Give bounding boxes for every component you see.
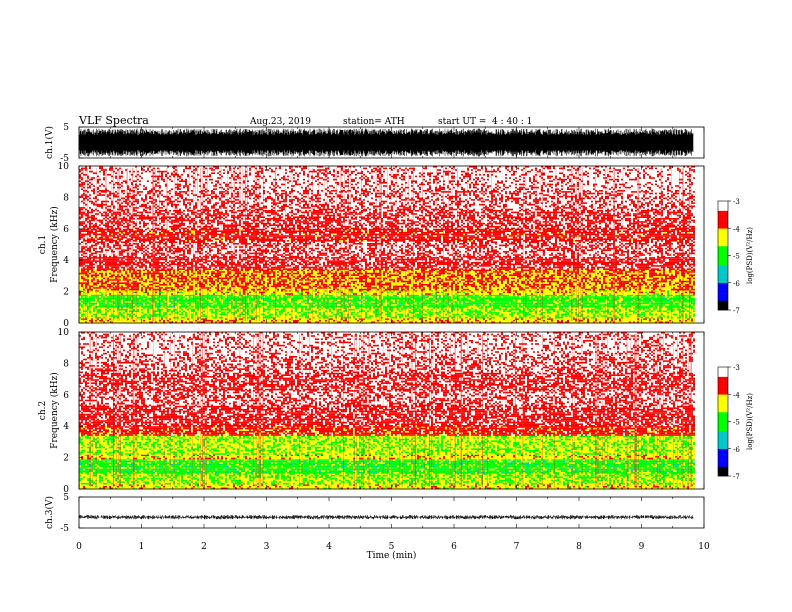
y-tick-label: 6 bbox=[63, 225, 69, 235]
colorbar-tick-label: -6 bbox=[733, 280, 740, 288]
y-tick-label: 8 bbox=[63, 193, 69, 203]
x-tick-label: 3 bbox=[264, 542, 270, 552]
ch3-waveform-panel: 5 -5 ch.3(V) bbox=[44, 493, 704, 534]
ch1-spectrogram-ylabel-frequency: Frequency (kHz) bbox=[49, 206, 60, 283]
colorbar-label: log(PSD)(V²/Hz) bbox=[746, 227, 754, 284]
ch3-waveform-ylabel: ch.3(V) bbox=[44, 496, 55, 529]
figure-title: VLF Spectra bbox=[78, 114, 149, 127]
ch2-spectrogram-ylabel-channel: ch.2 bbox=[38, 401, 48, 420]
ch2-spectrogram-ylabel-frequency: Frequency (kHz) bbox=[49, 372, 60, 449]
colorbar-tick-label: -5 bbox=[733, 253, 740, 261]
panel-frame bbox=[79, 497, 704, 528]
ch1-spectrogram-band bbox=[79, 295, 695, 308]
x-tick-label: 8 bbox=[576, 542, 582, 552]
colorbar-tick-label: -3 bbox=[733, 364, 740, 372]
vlf-figure: VLF Spectra Aug.23, 2019 station= ATH st… bbox=[0, 0, 792, 612]
y-tick-label: 10 bbox=[58, 162, 70, 172]
colorbar-tick-label: -7 bbox=[733, 473, 740, 481]
start-ut-value: 4 : 40 : 1 bbox=[492, 117, 532, 127]
colorbar-tick-label: -3 bbox=[733, 198, 740, 206]
x-tick-label: 7 bbox=[514, 542, 520, 552]
colorbar-label: log(PSD)(V²/Hz) bbox=[746, 393, 754, 450]
y-tick-label: 5 bbox=[63, 123, 69, 133]
y-tick-label: -5 bbox=[60, 524, 69, 534]
x-tick-label: 4 bbox=[326, 542, 332, 552]
ch2-colorbar: -3 -4 -5 -6 -7 log(PSD)(V²/Hz) bbox=[718, 364, 754, 481]
colorbar-tick-label: -5 bbox=[733, 419, 740, 427]
start-ut-label: start UT = bbox=[438, 117, 486, 127]
ch1-waveform-series-line bbox=[79, 129, 693, 157]
x-tick-label: 9 bbox=[639, 542, 645, 552]
y-tick-label: 6 bbox=[63, 391, 69, 401]
x-tick-label: 2 bbox=[201, 542, 207, 552]
colorbar-tick-label: -4 bbox=[733, 391, 740, 399]
colorbar-tick-label: -7 bbox=[733, 307, 740, 315]
x-tick-label: 0 bbox=[76, 542, 82, 552]
ch1-spectrogram-band bbox=[79, 270, 695, 291]
ch1-spectrogram-band bbox=[79, 318, 695, 323]
y-tick-label: 8 bbox=[63, 359, 69, 369]
ch3-waveform-series-line bbox=[79, 515, 693, 519]
ch1-spectrogram-band bbox=[79, 290, 695, 295]
x-axis-label: Time (min) bbox=[367, 550, 417, 561]
ch1-spectrogram-band bbox=[79, 307, 695, 318]
y-tick-label: 4 bbox=[63, 256, 69, 266]
x-tick-label: 6 bbox=[451, 542, 457, 552]
ch1-colorbar: -3 -4 -5 -6 -7 log(PSD)(V²/Hz) bbox=[718, 198, 754, 315]
y-tick-label: 2 bbox=[63, 454, 69, 464]
colorbar-tick-label: -4 bbox=[733, 225, 740, 233]
y-tick-label: 10 bbox=[58, 328, 70, 338]
y-tick-label: 4 bbox=[63, 422, 69, 432]
y-tick-label: 5 bbox=[63, 493, 69, 503]
ch1-waveform-ylabel: ch.1(V) bbox=[44, 126, 55, 159]
y-tick-label: 2 bbox=[63, 288, 69, 298]
ch1-waveform-panel: 5-5ch.1(V) bbox=[44, 123, 704, 164]
date-label: Aug.23, 2019 bbox=[249, 117, 311, 127]
colorbar-tick-label: -6 bbox=[733, 446, 740, 454]
station-label: station= ATH bbox=[343, 117, 405, 127]
ch1-spectrogram-ylabel-channel: ch.1 bbox=[38, 235, 48, 254]
x-tick-label: 10 bbox=[698, 542, 710, 552]
x-tick-label: 1 bbox=[139, 542, 145, 552]
